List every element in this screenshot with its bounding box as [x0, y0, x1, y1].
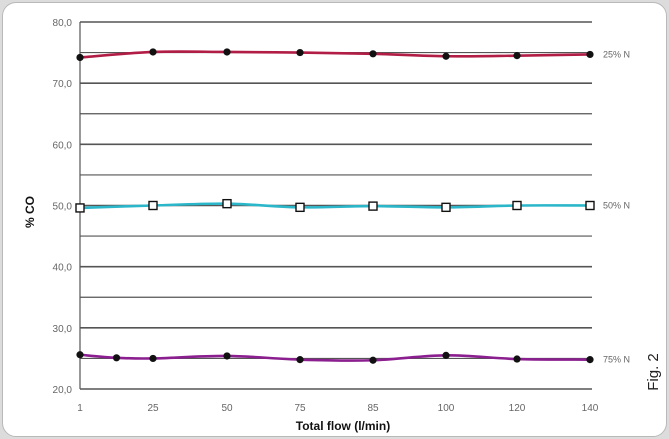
data-point [368, 201, 378, 211]
data-point [441, 202, 451, 213]
data-point [222, 198, 232, 209]
y-tick-label: 60,0 [53, 140, 73, 151]
y-tick-label: 80,0 [53, 18, 73, 29]
data-point [585, 200, 595, 211]
data-point [223, 48, 231, 56]
data-point [296, 48, 304, 57]
figure-label: Fig. 2 [645, 353, 662, 391]
x-tick-label: 120 [509, 403, 526, 414]
data-point [149, 354, 157, 363]
x-tick-label: 100 [438, 403, 455, 414]
data-point [442, 52, 450, 60]
data-point [112, 354, 121, 362]
data-point [369, 356, 377, 364]
series-labels: 25% N 50% N 75% N [603, 49, 630, 364]
series-line-2 [79, 202, 591, 210]
x-axis-title: Total flow (l/min) [296, 419, 390, 433]
series-label: 25% N [603, 49, 630, 59]
data-point [512, 200, 522, 211]
data-point [586, 50, 594, 59]
x-tick-label: 25 [147, 403, 159, 414]
data-point [442, 351, 450, 359]
data-point [295, 202, 305, 213]
series-label: 50% N [603, 201, 630, 211]
data-point [76, 351, 84, 359]
data-point [513, 52, 521, 60]
y-tick-label: 40,0 [53, 263, 73, 274]
y-axis-title: % CO [23, 196, 37, 228]
x-tick-label: 1 [77, 403, 83, 414]
data-point [296, 356, 304, 364]
data-point [76, 53, 84, 62]
data-point [513, 355, 521, 363]
series-label: 75% N [603, 355, 630, 365]
x-tick-labels: 1 25 50 75 85 100 120 140 [77, 403, 599, 414]
y-tick-label: 70,0 [53, 79, 73, 90]
data-point [586, 356, 594, 364]
data-point [75, 203, 85, 213]
x-tick-label: 85 [367, 403, 379, 414]
data-point [149, 48, 157, 56]
y-tick-label: 20,0 [53, 385, 73, 396]
x-tick-label: 75 [294, 403, 306, 414]
data-point [223, 352, 231, 360]
y-tick-label: 50,0 [53, 202, 73, 213]
series-line-1 [79, 50, 591, 59]
data-point [148, 200, 158, 211]
series-group [75, 48, 595, 364]
x-tick-label: 50 [221, 403, 233, 414]
data-point [369, 50, 377, 58]
y-tick-labels: 20,0 30,0 40,0 50,0 60,0 70,0 80,0 [53, 18, 73, 396]
y-tick-label: 30,0 [53, 324, 73, 335]
x-tick-label: 140 [582, 403, 599, 414]
